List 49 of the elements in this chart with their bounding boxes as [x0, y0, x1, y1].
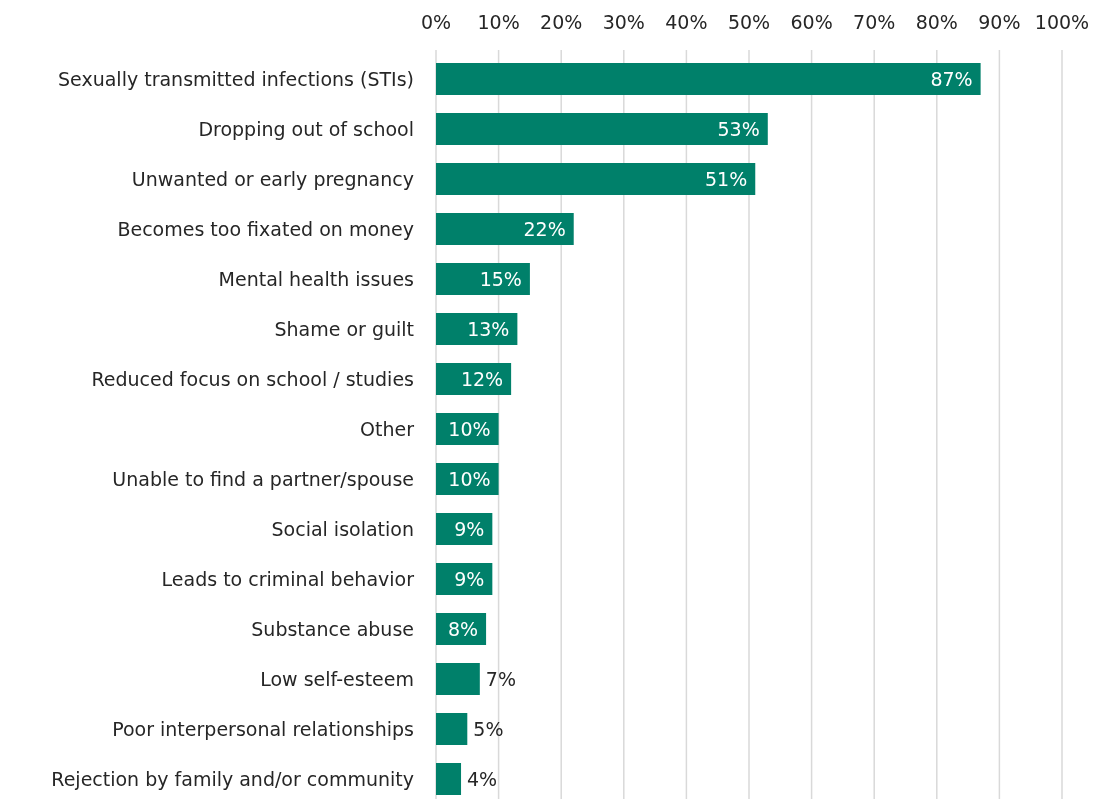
x-tick-label: 20%	[540, 11, 583, 33]
y-tick-label: Shame or guilt	[274, 317, 414, 340]
x-tick-label: 10%	[477, 11, 520, 33]
data-label: 5%	[473, 717, 504, 740]
x-tick-label: 70%	[853, 11, 896, 33]
x-tick-label: 40%	[665, 11, 708, 33]
y-tick-label: Unable to find a partner/spouse	[112, 467, 414, 490]
y-tick-label: Mental health issues	[218, 267, 414, 290]
data-label: 87%	[930, 67, 973, 90]
bar	[436, 213, 574, 245]
data-label: 9%	[454, 567, 485, 590]
y-tick-label: Substance abuse	[251, 617, 414, 640]
x-tick-label: 90%	[978, 11, 1021, 33]
x-tick-label: 80%	[915, 11, 958, 33]
x-tick-label: 50%	[727, 11, 771, 33]
bar	[436, 163, 756, 195]
data-label: 51%	[705, 167, 748, 190]
y-tick-label: Sexually transmitted infections (STIs)	[58, 67, 414, 90]
y-tick-label: Other	[360, 417, 415, 440]
y-tick-label: Becomes too fixated on money	[117, 217, 414, 240]
x-tick-label: 0%	[420, 11, 452, 33]
data-label: 15%	[479, 267, 522, 290]
x-tick-label: 30%	[602, 11, 645, 33]
bar	[436, 263, 530, 295]
bar	[436, 63, 981, 95]
y-tick-label: Rejection by family and/or community	[51, 767, 414, 790]
y-tick-label: Low self-esteem	[260, 667, 414, 690]
x-tick-label: 100%	[1034, 11, 1090, 33]
y-tick-label: Social isolation	[271, 517, 414, 540]
data-label: 7%	[485, 667, 516, 690]
x-tick-label: 60%	[790, 11, 833, 33]
data-label: 9%	[454, 517, 485, 540]
data-label: 53%	[717, 117, 760, 140]
y-tick-label: Poor interpersonal relationships	[112, 717, 414, 740]
bar	[436, 113, 768, 145]
data-label: 8%	[447, 617, 479, 640]
data-label: 10%	[448, 467, 491, 490]
y-tick-label: Dropping out of school	[198, 117, 414, 140]
bar	[436, 763, 462, 795]
y-tick-label: Reduced focus on school / studies	[91, 367, 414, 390]
bar	[436, 713, 468, 745]
data-label: 13%	[467, 317, 510, 340]
bar	[436, 663, 480, 695]
data-label: 12%	[460, 367, 504, 390]
y-tick-label: Unwanted or early pregnancy	[131, 167, 414, 190]
data-label: 10%	[448, 417, 491, 440]
data-label: 22%	[523, 217, 566, 240]
y-tick-label: Leads to criminal behavior	[161, 567, 415, 590]
data-label: 4%	[467, 767, 498, 790]
